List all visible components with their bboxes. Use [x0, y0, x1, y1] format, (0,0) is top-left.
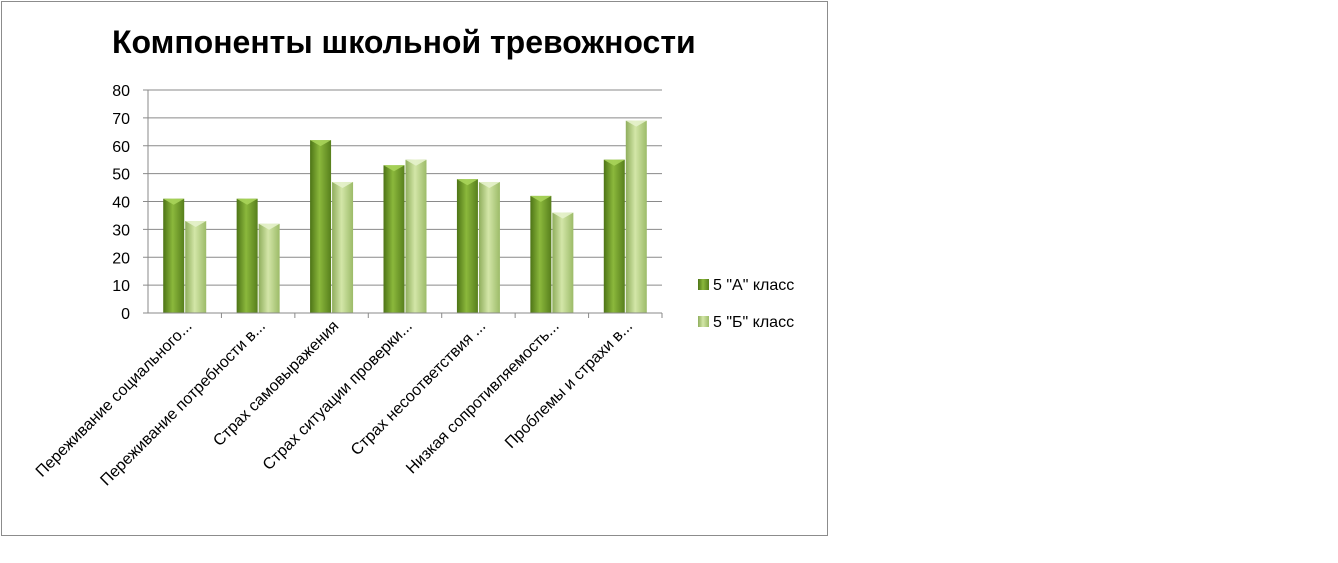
y-tick-label: 20: [112, 250, 130, 267]
y-tick-label: 80: [112, 83, 130, 100]
bar-cap: [258, 223, 280, 230]
bar-cap: [310, 140, 332, 147]
bar-cap: [332, 181, 354, 188]
y-tick-label: 0: [121, 306, 130, 323]
x-tick-label: Переживание социального...: [33, 318, 196, 481]
legend-swatch: [698, 279, 709, 290]
bar-cap: [603, 159, 625, 166]
bar-cap: [383, 165, 405, 172]
legend-label: 5 "Б" класс: [713, 314, 794, 331]
bar-cap: [552, 212, 574, 219]
bar-cap: [530, 195, 552, 202]
x-tick-label: Страх самовыражения: [210, 318, 342, 450]
bar-cap: [625, 120, 647, 127]
chart-plot: 0 10 20 30 40 50 60 70 80 Переживание социального…: [33, 83, 794, 489]
bar: [552, 212, 574, 313]
x-tick-label: Низкая сопротивляемость...: [403, 318, 563, 478]
bar-cap: [185, 221, 207, 228]
y-tick-label: 60: [112, 139, 130, 156]
y-tick-label: 30: [112, 222, 130, 239]
bar: [383, 165, 405, 313]
bar: [603, 159, 625, 313]
x-tick-label: Страх ситуации проверки...: [260, 318, 416, 474]
bar: [332, 181, 354, 313]
chart-frame: Компоненты школьной тревожности 0 10 20 30 4…: [1, 1, 828, 536]
bar: [236, 198, 258, 313]
bar: [530, 195, 552, 313]
y-tick-label: 40: [112, 195, 130, 212]
y-tick-label: 50: [112, 167, 130, 184]
bar: [625, 120, 647, 313]
bar: [310, 140, 332, 313]
bar-cap: [478, 181, 500, 188]
bar: [185, 221, 207, 313]
bar: [405, 159, 427, 313]
bar-cap: [456, 179, 478, 186]
bar: [456, 179, 478, 313]
bar: [163, 198, 185, 313]
y-tick-label: 10: [112, 278, 130, 295]
bar: [478, 181, 500, 313]
y-tick-label: 70: [112, 111, 130, 128]
bar: [258, 223, 280, 313]
legend-label: 5 "А" класс: [713, 277, 794, 294]
legend-swatch: [698, 316, 709, 327]
bar-cap: [163, 198, 185, 205]
x-tick-label: Страх несоответствия ...: [348, 318, 489, 459]
bar-cap: [236, 198, 258, 205]
chart-title: Компоненты школьной тревожности: [112, 24, 696, 60]
bar-cap: [405, 159, 427, 166]
x-tick-label: Проблемы и страхи в...: [502, 318, 636, 452]
